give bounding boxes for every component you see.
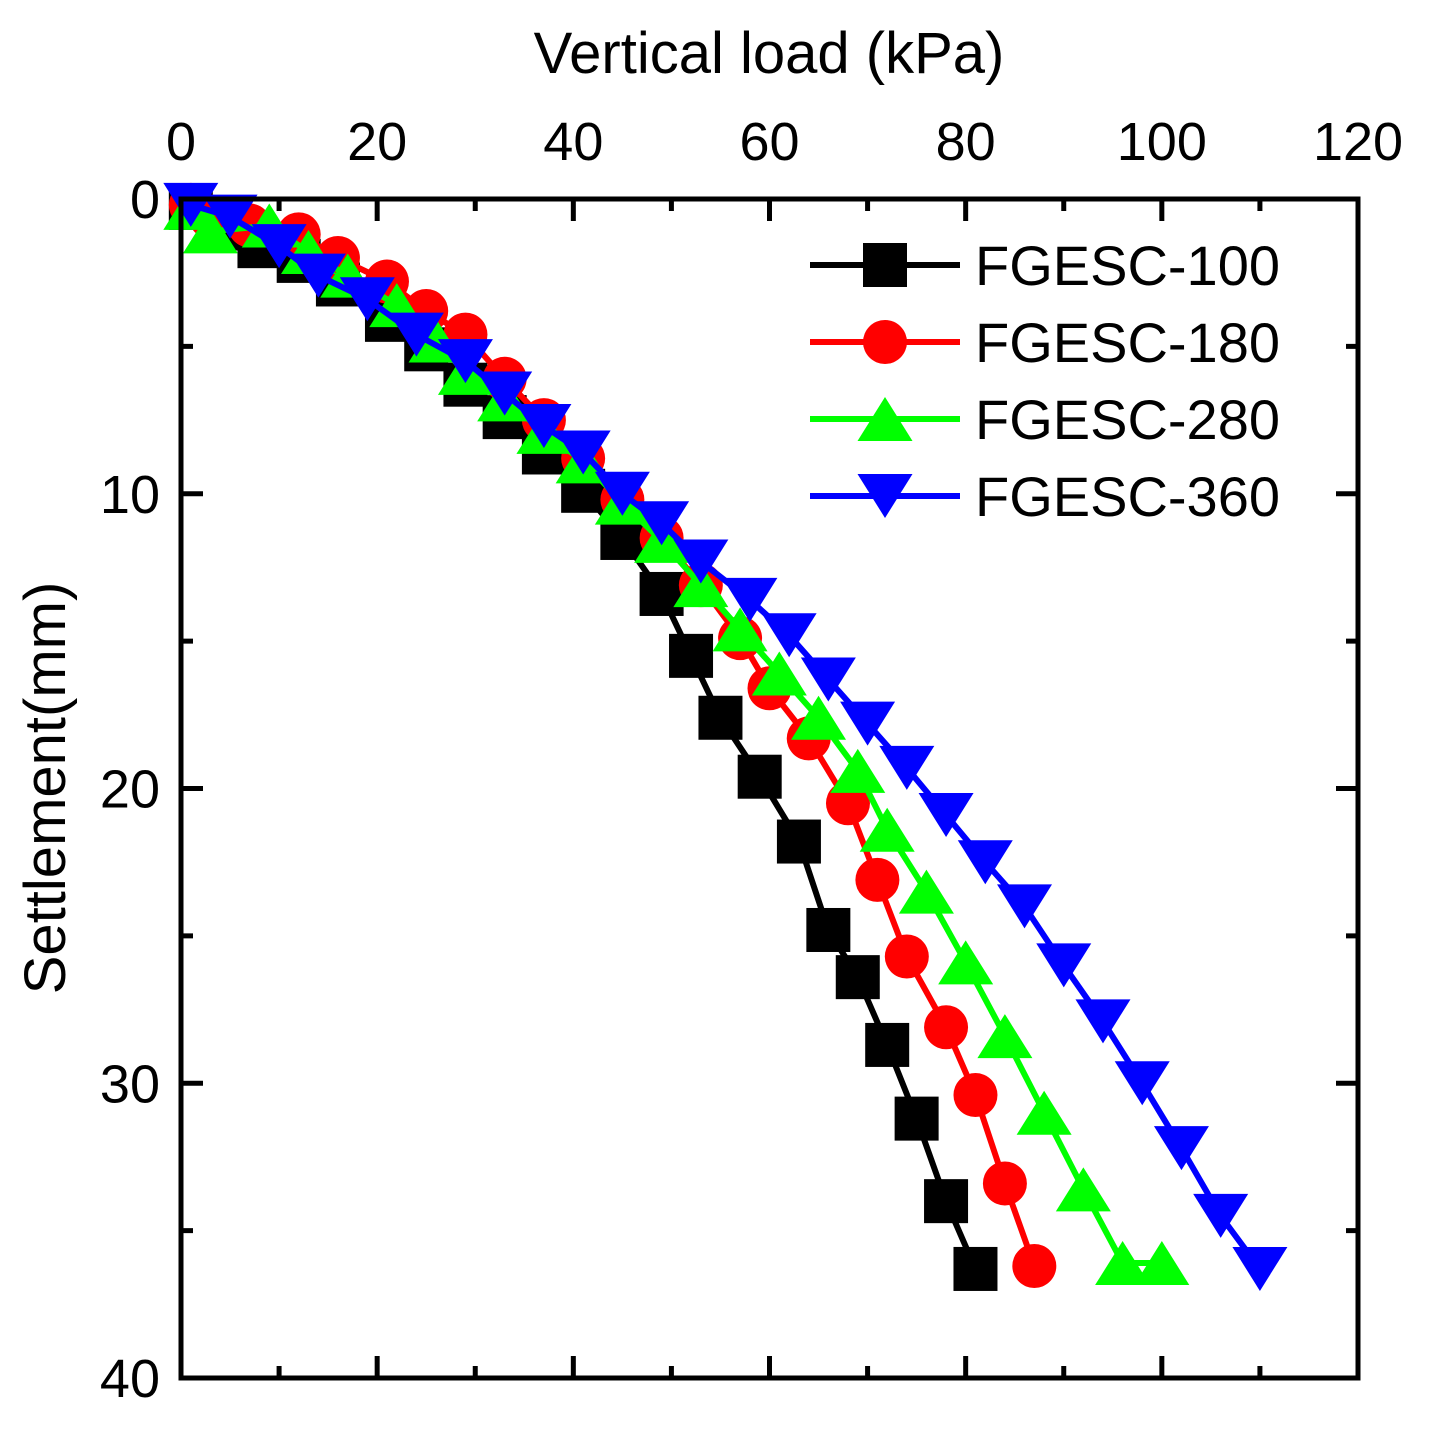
x-tick-label: 100 [1117,112,1207,172]
data-point [1232,1246,1288,1291]
x-tick-label: 60 [739,112,799,172]
data-point [840,701,896,746]
data-point [673,563,729,608]
data-point [1114,1061,1170,1106]
legend-label: FGESC-180 [975,311,1280,374]
data-point [339,277,395,322]
data-point [1134,1241,1190,1286]
y-tick-label: 10 [100,465,160,525]
data-point [437,339,493,384]
series-FGESC-360 [163,182,1288,1291]
y-tick-label: 20 [100,760,160,820]
data-point [977,1014,1033,1059]
data-point [698,695,743,740]
data-point [1036,943,1092,988]
data-point [477,371,533,416]
data-point [712,607,768,652]
data-point [865,1022,910,1067]
data-point [516,403,572,448]
legend-item: FGESC-100 [810,234,1280,297]
data-point [855,857,900,902]
data-point [898,869,954,914]
y-tick-label: 30 [100,1054,160,1114]
data-point [859,807,915,852]
data-point [751,651,807,696]
data-point [163,182,219,227]
data-point [1095,1241,1151,1286]
data-point [924,1005,969,1050]
legend-swatch-marker [863,243,907,287]
legend-item: FGESC-180 [810,311,1280,374]
y-tick-label: 40 [100,1349,160,1409]
data-point [737,754,782,799]
data-point [791,695,847,740]
data-point [1012,1243,1057,1288]
legend-label: FGESC-100 [975,234,1280,297]
data-point [800,657,856,702]
data-point [594,471,650,516]
x-tick-label: 40 [543,112,603,172]
legend-label: FGESC-280 [975,388,1280,451]
data-point [806,907,851,952]
tick-layer [178,196,1361,1381]
legend-swatch-marker [863,320,907,364]
data-point [997,884,1053,929]
data-point [938,940,994,985]
data-point [894,1096,939,1141]
x-tick-label: 20 [347,112,407,172]
data-point [953,1246,998,1291]
data-point [1153,1126,1209,1171]
y-axis-title: Settlement(mm) [13,582,78,995]
x-tick-label: 120 [1313,112,1403,172]
data-point [1055,1167,1111,1212]
series-line [189,205,979,1271]
data-point [924,1179,969,1224]
legend-swatch-marker [857,397,913,441]
data-point [1193,1193,1249,1238]
legend: FGESC-100 FGESC-180 FGESC-280 FGESC-360 [810,234,1280,528]
data-point [830,748,886,793]
data-point [957,840,1013,885]
y-tick-label: 0 [130,170,160,230]
data-point [182,209,238,254]
data-point [1075,999,1131,1044]
series-layer [163,182,1288,1291]
data-point [290,253,346,298]
legend-swatch-marker [857,474,913,518]
data-point [388,312,444,357]
data-point [761,613,817,658]
data-point [251,224,307,269]
legend-item: FGESC-360 [810,465,1280,528]
tick-label-layer: 0 20 40 60 80 100 120 0 10 20 30 40 [100,112,1403,1409]
data-point [555,430,611,475]
data-point [776,819,821,864]
data-point [634,501,690,546]
data-point [1016,1090,1072,1135]
data-point [202,194,258,239]
data-point [982,1161,1027,1206]
data-point [953,1073,998,1118]
x-axis-title: Vertical load (kPa) [534,21,1005,86]
data-point [722,577,778,622]
data-point [918,793,974,838]
data-point [673,539,729,584]
data-point [884,934,929,979]
legend-item: FGESC-280 [810,388,1280,451]
data-point [669,633,714,678]
data-point [879,745,935,790]
data-point [639,571,684,616]
x-tick-label: 80 [936,112,996,172]
x-tick-label: 0 [166,112,196,172]
data-point [835,955,880,1000]
legend-label: FGESC-360 [975,465,1280,528]
